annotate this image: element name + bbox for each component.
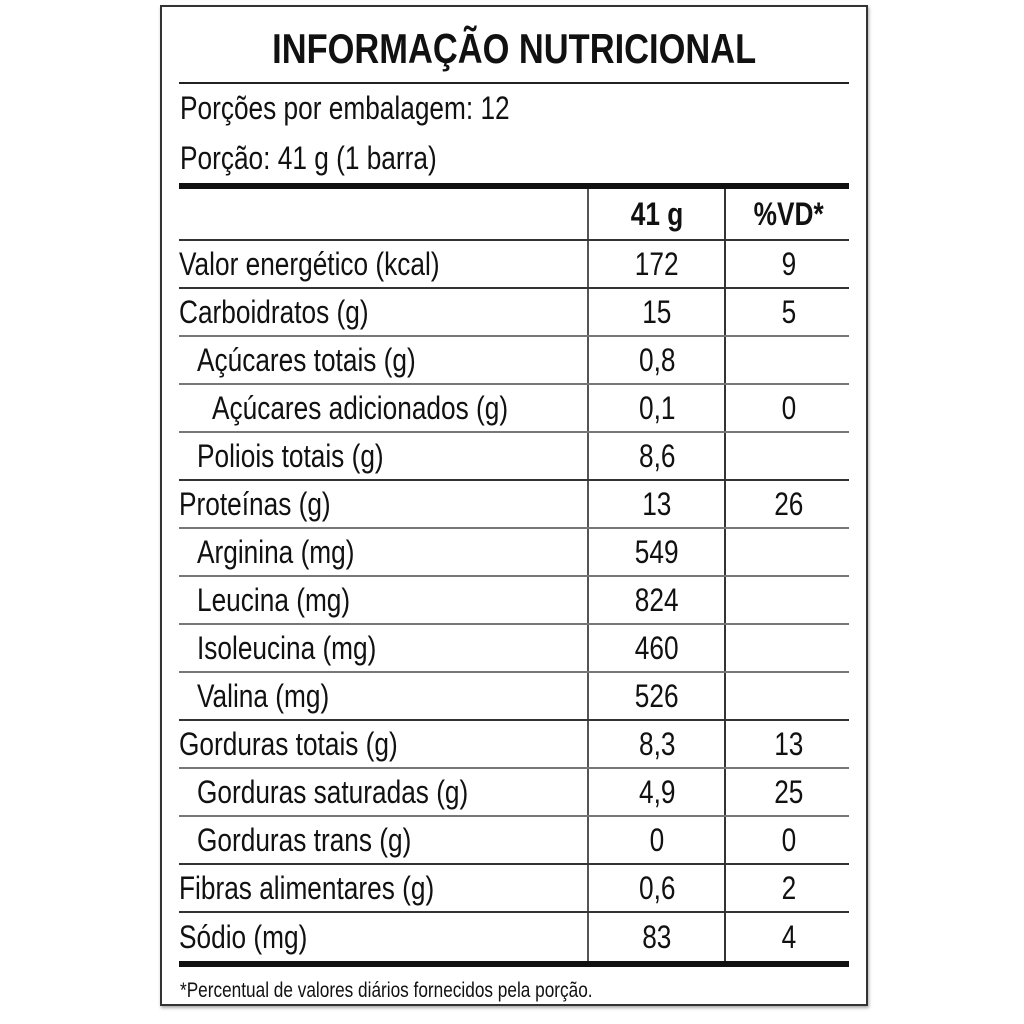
- table-row: Açúcares adicionados (g) 0,1 0: [179, 385, 849, 433]
- nutrition-facts-label: INFORMAÇÃO NUTRICIONAL Porções por embal…: [160, 5, 868, 1006]
- nutrient-dv: 2: [724, 865, 851, 911]
- table-row: Gorduras totais (g) 8,3 13: [179, 721, 849, 769]
- serving-size: Porção: 41 g (1 barra): [180, 140, 493, 177]
- nutrient-label: Açúcares totais (g): [197, 341, 416, 378]
- nutrient-dv: 0: [724, 817, 851, 863]
- nutrient-dv: [724, 529, 851, 575]
- nutrient-amount: 8,6: [587, 433, 725, 479]
- table-row: Poliois totais (g) 8,6: [179, 433, 849, 481]
- nutrient-amount: 0,8: [587, 337, 725, 383]
- nutrient-amount: 526: [587, 673, 725, 719]
- nutrient-label: Açúcares adicionados (g): [212, 389, 509, 426]
- table-row: Carboidratos (g) 15 5: [179, 289, 849, 337]
- servings-text: Porções por embalagem: 12: [180, 90, 510, 126]
- nutrient-amount: 0: [587, 817, 725, 863]
- nutrient-label: Fibras alimentares (g): [179, 869, 435, 906]
- nutrient-amount: 0,6: [587, 865, 725, 911]
- nutrient-label: Carboidratos (g): [179, 293, 369, 330]
- header-amount: 41 g: [587, 189, 725, 239]
- nutrient-amount: 824: [587, 577, 725, 623]
- table-row: Açúcares totais (g) 0,8: [179, 337, 849, 385]
- nutrient-amount: 8,3: [587, 721, 725, 767]
- thick-divider: [179, 183, 849, 189]
- nutrient-dv: [724, 577, 851, 623]
- table-row: Proteínas (g) 13 26: [179, 481, 849, 529]
- table-row: Fibras alimentares (g) 0,6 2: [179, 865, 849, 913]
- table-row: Isoleucina (mg) 460: [179, 625, 849, 673]
- nutrient-dv: 25: [724, 769, 851, 815]
- nutrient-label: Poliois totais (g): [197, 437, 384, 474]
- nutrient-amount: 549: [587, 529, 725, 575]
- nutrient-label: Leucina (mg): [197, 581, 351, 618]
- nutrient-dv: 26: [724, 481, 851, 527]
- nutrient-label: Arginina (mg): [197, 533, 355, 570]
- footnote: *Percentual de valores diários fornecido…: [180, 979, 683, 1003]
- divider: [179, 82, 849, 84]
- nutrient-label: Isoleucina (mg): [197, 629, 377, 666]
- serving-size-text: Porção: 41 g (1 barra): [180, 140, 437, 176]
- nutrient-dv: 9: [724, 241, 851, 287]
- nutrient-dv: [724, 673, 851, 719]
- nutrient-label: Gorduras trans (g): [197, 821, 412, 858]
- nutrient-label: Proteínas (g): [179, 485, 331, 522]
- table-row: Valor energético (kcal) 172 9: [179, 241, 849, 289]
- nutrient-amount: 4,9: [587, 769, 725, 815]
- nutrient-amount: 0,1: [587, 385, 725, 431]
- nutrient-label: Sódio (mg): [179, 918, 308, 955]
- nutrient-label: Gorduras saturadas (g): [197, 773, 469, 810]
- footnote-text: *Percentual de valores diários fornecido…: [180, 979, 593, 1002]
- nutrient-label: Gorduras totais (g): [179, 725, 398, 762]
- nutrient-amount: 172: [587, 241, 725, 287]
- table-row: Leucina (mg) 824: [179, 577, 849, 625]
- nutrient-dv: [724, 337, 851, 383]
- table-row: Valina (mg) 526: [179, 673, 849, 721]
- nutrient-dv: 5: [724, 289, 851, 335]
- nutrient-dv: [724, 625, 851, 671]
- nutrient-label: Valor energético (kcal): [179, 245, 440, 282]
- title-text: INFORMAÇÃO NUTRICIONAL: [271, 25, 757, 72]
- table-row: Gorduras trans (g) 0 0: [179, 817, 849, 865]
- header-blank: [179, 189, 585, 239]
- nutrient-amount: 460: [587, 625, 725, 671]
- nutrient-amount: 13: [587, 481, 725, 527]
- nutrient-amount: 83: [587, 913, 725, 961]
- nutrient-dv: 0: [724, 385, 851, 431]
- servings-per-package: Porções por embalagem: 12: [180, 90, 582, 127]
- header-dv: %VD*: [724, 189, 851, 239]
- table-row: Arginina (mg) 549: [179, 529, 849, 577]
- label-title: INFORMAÇÃO NUTRICIONAL: [162, 25, 866, 73]
- nutrient-dv: 4: [724, 913, 851, 961]
- nutrient-dv: [724, 433, 851, 479]
- table-row: Sódio (mg) 83 4: [179, 913, 849, 967]
- nutrient-label: Valina (mg): [197, 677, 330, 714]
- table-row: Gorduras saturadas (g) 4,9 25: [179, 769, 849, 817]
- nutrient-amount: 15: [587, 289, 725, 335]
- nutrient-dv: 13: [724, 721, 851, 767]
- table-header: 41 g %VD*: [179, 189, 849, 241]
